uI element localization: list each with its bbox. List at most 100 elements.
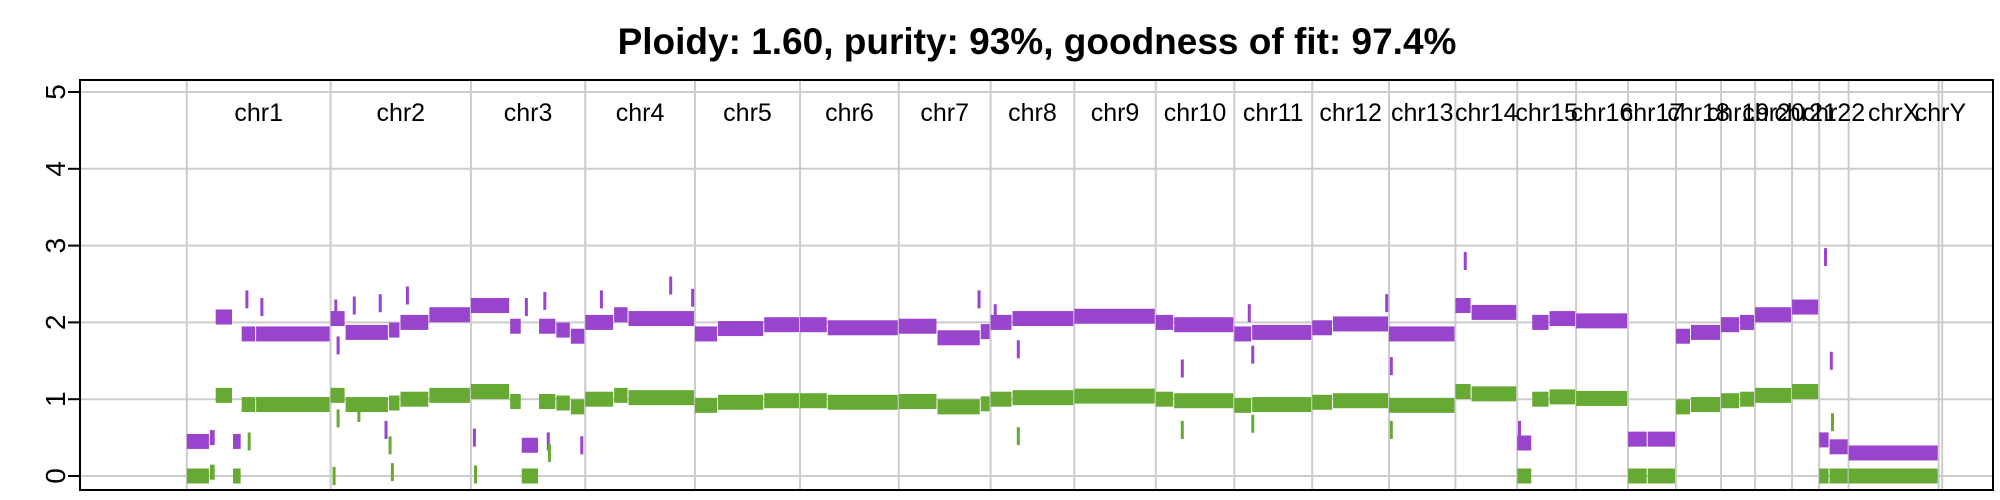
minor-segment	[429, 387, 470, 403]
major-segment	[539, 318, 556, 334]
major-segment	[1312, 320, 1333, 336]
minor-segment	[256, 397, 330, 413]
minor-outlier-point	[547, 443, 551, 462]
minor-segment	[628, 390, 694, 406]
minor-copy-number-series	[186, 384, 1938, 484]
major-segment	[1755, 307, 1792, 323]
major-outlier-point	[977, 290, 981, 309]
major-segment	[1252, 324, 1312, 340]
major-segment	[1721, 317, 1740, 333]
major-outlier-point	[599, 290, 603, 309]
minor-outlier-point	[247, 432, 251, 451]
minor-segment	[1740, 391, 1755, 407]
minor-segment	[764, 393, 800, 409]
minor-segment	[1333, 393, 1389, 409]
major-outlier-point	[260, 298, 264, 317]
minor-outlier-point	[1830, 413, 1834, 432]
chromosome-labels: chr1 chr2 chr3 chr4 chr5 chr6 chr7 chr8 chr9 chr1…	[234, 99, 1966, 127]
chromosome-label: chr10	[1164, 99, 1227, 127]
major-segment	[1819, 432, 1829, 448]
minor-segment	[800, 393, 827, 409]
chromosome-label: chr16	[1571, 99, 1634, 127]
major-segment	[1829, 439, 1848, 455]
minor-segment	[980, 396, 990, 412]
minor-segment	[1755, 387, 1792, 403]
minor-segment	[1819, 468, 1829, 484]
major-segment	[1333, 316, 1389, 332]
major-segment	[1455, 298, 1471, 314]
minor-segment	[1691, 397, 1721, 413]
major-segment	[1691, 324, 1721, 340]
chromosome-label: chrX	[1868, 99, 1920, 127]
major-outlier-point	[1824, 248, 1828, 267]
major-segment	[980, 324, 990, 340]
chromosome-label: chr8	[1008, 99, 1057, 127]
major-segment	[330, 311, 345, 327]
minor-segment	[539, 394, 556, 410]
minor-outlier-point	[1389, 420, 1393, 439]
chromosome-label: chr18	[1667, 99, 1730, 127]
major-segment	[570, 328, 585, 344]
major-segment	[388, 322, 400, 338]
major-outlier-point	[546, 432, 550, 451]
minor-outlier-point	[390, 463, 394, 482]
y-tick-label: 5	[40, 84, 71, 100]
chromosome-label: chr20	[1742, 99, 1805, 127]
major-copy-number-series	[186, 298, 1938, 461]
major-outlier-point	[1016, 340, 1020, 359]
major-segment	[400, 314, 429, 330]
chromosome-label: chr22	[1803, 99, 1866, 127]
major-outlier-point	[1518, 420, 1522, 439]
minor-segment	[1012, 390, 1074, 406]
chart-title: Ploidy: 1.60, purity: 93%, goodness of f…	[618, 21, 1457, 62]
major-outlier-point	[245, 290, 249, 309]
minor-segment	[1074, 388, 1155, 404]
major-outlier-point	[1829, 351, 1833, 370]
major-segment	[1471, 304, 1517, 320]
minor-outlier-point	[474, 465, 478, 484]
minor-segment	[209, 464, 215, 480]
major-segment	[233, 433, 241, 449]
chromosome-label: chr7	[920, 99, 969, 127]
major-segment	[1647, 431, 1675, 447]
chromosome-label: chr13	[1391, 99, 1454, 127]
major-outlier-point	[1385, 294, 1389, 313]
chromosome-label: chr5	[723, 99, 772, 127]
minor-outlier-point	[336, 409, 340, 428]
minor-segment	[827, 394, 898, 410]
minor-segment	[1517, 468, 1532, 484]
major-segment	[585, 314, 614, 330]
minor-outlier-point	[1016, 427, 1020, 446]
major-segment	[937, 330, 980, 346]
major-segment	[470, 298, 510, 314]
minor-segment	[241, 397, 256, 413]
chromosome-label: chr12	[1319, 99, 1382, 127]
minor-segment	[521, 468, 539, 484]
major-outlier-point	[669, 276, 673, 295]
chromosome-label: chr4	[616, 99, 665, 127]
minor-segment	[1675, 399, 1691, 415]
major-outlier-point	[580, 436, 584, 455]
major-outlier-point	[1180, 359, 1184, 378]
major-segment	[1155, 314, 1174, 330]
chromosome-label: chr17	[1621, 99, 1684, 127]
major-segment	[1074, 308, 1155, 324]
chromosome-label: chr3	[504, 99, 553, 127]
major-segment	[209, 430, 215, 446]
major-segment	[1675, 328, 1691, 344]
plot-area	[186, 248, 1938, 485]
major-outlier-point	[405, 286, 409, 305]
minor-segment	[1549, 389, 1576, 405]
minor-segment	[585, 391, 614, 407]
major-outlier-point	[1247, 304, 1251, 323]
chromosome-label: chr11	[1243, 99, 1304, 127]
y-tick-label: 2	[40, 315, 71, 331]
major-segment	[1532, 314, 1549, 330]
major-outlier-point	[524, 298, 528, 317]
major-segment	[556, 322, 570, 338]
y-tick-label: 3	[40, 238, 71, 254]
major-segment	[1792, 299, 1819, 315]
major-segment	[898, 318, 937, 334]
minor-segment	[470, 384, 510, 400]
major-outlier-point	[384, 420, 388, 439]
